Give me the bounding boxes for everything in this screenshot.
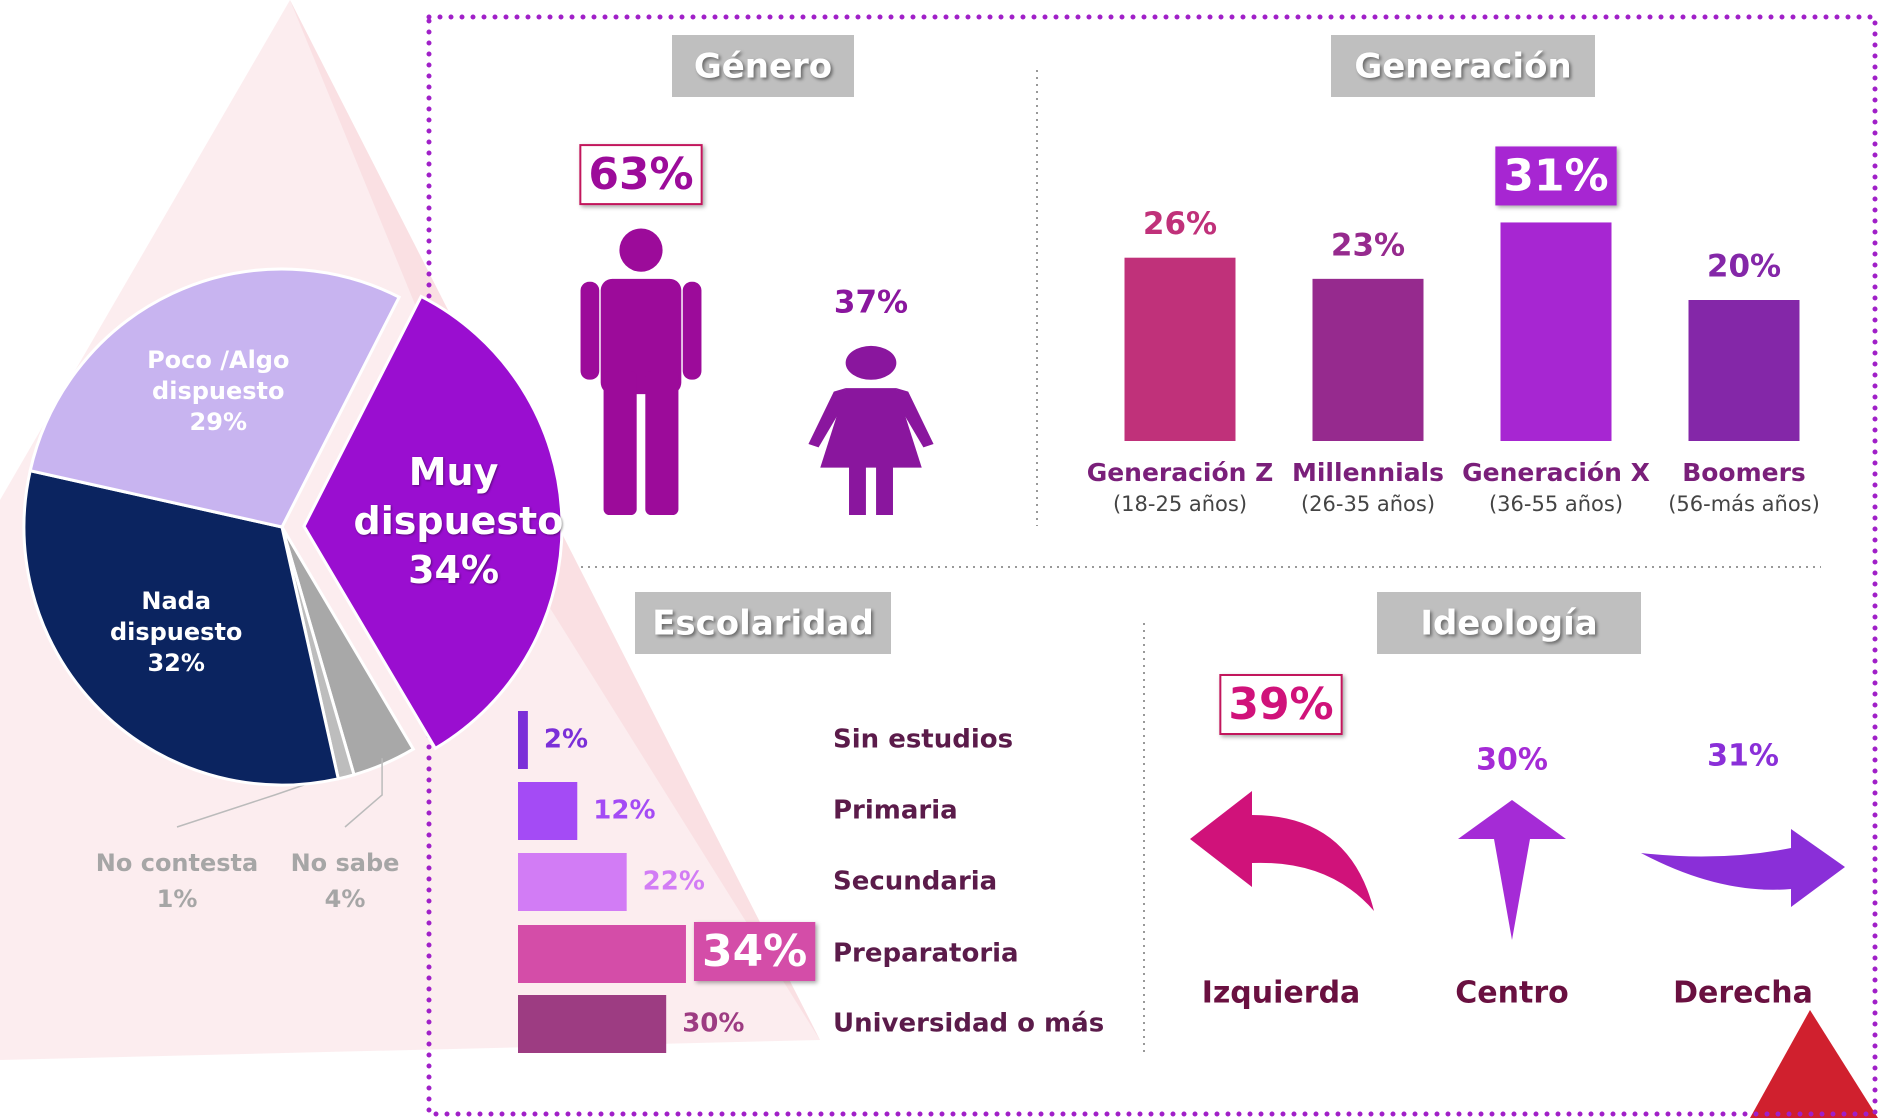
pie-value-label: 4% <box>291 881 400 917</box>
x-tick-label: Generación Z <box>1087 458 1274 487</box>
pie-category-label: No sabe <box>291 845 400 881</box>
value-label: 23% <box>1331 227 1405 263</box>
value-label: 34% <box>702 926 807 977</box>
pie-value-label: 1% <box>96 881 258 917</box>
value-label: 63% <box>588 149 693 200</box>
value-label: 31% <box>1707 739 1779 774</box>
bar <box>518 995 666 1053</box>
bar <box>518 782 577 840</box>
icon-leg <box>849 464 866 515</box>
logo <box>1750 1010 1878 1118</box>
bar <box>1501 222 1612 441</box>
icon-head <box>846 346 897 380</box>
y-tick-label: Sin estudios <box>833 725 1013 755</box>
icon-leg <box>645 371 678 515</box>
pie-category-label: No contesta <box>96 845 258 881</box>
man-icon <box>581 229 702 515</box>
x-tick-note: (26-35 años) <box>1301 492 1435 516</box>
icon-arm <box>581 282 600 380</box>
infographic: Género 63% 37% Generación 26% Generación Z (18… <box>0 0 1878 1118</box>
bar <box>518 711 528 769</box>
section-title: Generación <box>1354 47 1571 87</box>
y-tick-label: Universidad o más <box>833 1009 1104 1039</box>
category-label: Derecha <box>1673 976 1813 1011</box>
x-tick-label: Millennials <box>1292 458 1444 487</box>
arrow <box>1458 800 1566 940</box>
section-title: Ideología <box>1420 604 1597 644</box>
x-tick-note: (18-25 años) <box>1113 492 1247 516</box>
value-label: 20% <box>1707 249 1781 285</box>
category-label: Izquierda <box>1202 976 1361 1011</box>
value-label: 37% <box>834 284 908 320</box>
icon-leg <box>604 371 637 515</box>
pie-category-label: Poco /Algo dispuesto <box>136 345 301 407</box>
value-label: 2% <box>544 725 588 755</box>
bar <box>1125 258 1236 441</box>
y-tick-label: Primaria <box>833 796 958 826</box>
value-label: 26% <box>1143 206 1217 242</box>
bar <box>518 853 627 911</box>
y-tick-label: Preparatoria <box>833 939 1019 969</box>
bar <box>518 925 686 983</box>
icon-leg <box>876 464 893 515</box>
bar <box>1689 300 1800 441</box>
value-label: 39% <box>1228 679 1333 730</box>
value-label: 12% <box>593 796 655 826</box>
y-tick-label: Secundaria <box>833 867 997 897</box>
arrow <box>1641 829 1845 907</box>
value-label: 22% <box>643 867 705 897</box>
pie-value-label: 29% <box>136 407 301 438</box>
category-label: Centro <box>1455 976 1568 1011</box>
section-title: Género <box>694 47 832 87</box>
x-tick-label: Boomers <box>1682 458 1806 487</box>
chart: Género 63% 37% Generación 26% Generación Z (18… <box>0 0 1878 1118</box>
value-label: 30% <box>1476 743 1548 778</box>
section-title: Escolaridad <box>652 604 874 644</box>
icon-head <box>619 229 662 272</box>
icon-arm <box>683 282 702 380</box>
pie-value-label: 32% <box>106 648 246 679</box>
pie-category-label: Nada dispuesto <box>106 586 246 648</box>
pie-category-label: Muy dispuesto <box>354 448 554 547</box>
x-tick-note: (36-55 años) <box>1489 492 1623 516</box>
x-tick-label: Generación X <box>1462 458 1650 487</box>
value-label: 31% <box>1503 150 1608 201</box>
arrow <box>1190 791 1374 911</box>
value-label: 30% <box>682 1009 744 1039</box>
bar <box>1313 279 1424 441</box>
woman-icon <box>808 346 933 515</box>
pie-value-label: 34% <box>354 546 554 595</box>
x-tick-note: (56-más años) <box>1668 492 1820 516</box>
